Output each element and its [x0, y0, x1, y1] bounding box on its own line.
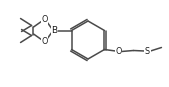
Text: O: O	[41, 15, 48, 24]
Text: O: O	[115, 47, 122, 56]
Text: O: O	[41, 37, 48, 46]
Text: B: B	[52, 26, 58, 35]
Text: S: S	[145, 47, 150, 56]
